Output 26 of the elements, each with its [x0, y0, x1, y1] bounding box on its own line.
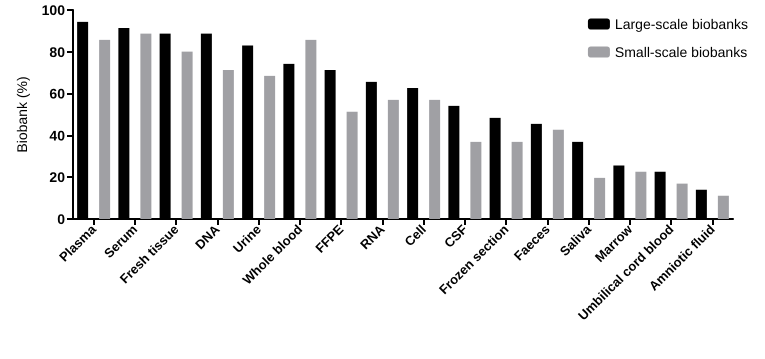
- bar: [222, 70, 234, 219]
- y-tick-label: 20: [49, 169, 66, 186]
- bar: [99, 40, 110, 219]
- bar: [305, 40, 316, 219]
- bar: [346, 112, 358, 219]
- bar: [140, 34, 152, 219]
- bar: [676, 184, 688, 219]
- y-tick-label: 100: [42, 2, 66, 18]
- y-tick-label: 0: [57, 211, 66, 227]
- bar: [512, 142, 523, 219]
- bar: [635, 172, 646, 219]
- bar: [552, 130, 564, 219]
- legend-label: Large-scale biobanks: [614, 16, 748, 32]
- bar: [182, 52, 193, 219]
- bar: [264, 76, 276, 219]
- bar: [470, 142, 482, 219]
- x-tick-label: Cell: [401, 222, 429, 250]
- bar: [718, 196, 729, 219]
- bar: [594, 178, 606, 219]
- y-tick-label: 60: [49, 86, 66, 102]
- bar: [388, 100, 399, 219]
- bar: [429, 100, 440, 219]
- y-tick-label: 80: [49, 44, 66, 60]
- y-axis-title: Biobank (%): [14, 76, 30, 153]
- y-tick-label: 40: [49, 127, 66, 144]
- legend-label: Small-scale biobanks: [614, 44, 748, 60]
